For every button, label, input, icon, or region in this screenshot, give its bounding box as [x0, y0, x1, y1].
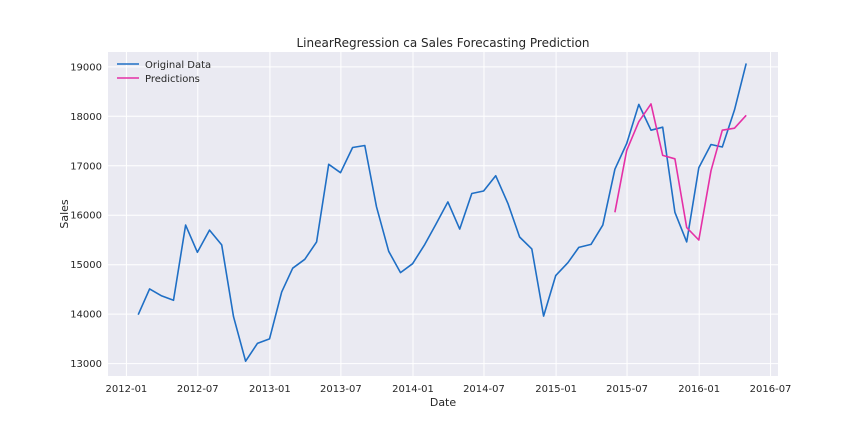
- x-tick-label: 2012-01: [106, 384, 148, 395]
- y-tick-label: 19000: [70, 62, 102, 73]
- x-tick-label: 2014-01: [392, 384, 434, 395]
- series-line-original-data: [137, 63, 747, 362]
- y-tick-label: 13000: [70, 359, 102, 370]
- x-tick-label: 2015-01: [535, 384, 577, 395]
- y-axis-label: Sales: [58, 199, 71, 229]
- y-tick-label: 18000: [70, 112, 102, 123]
- legend-label-original-data: Original Data: [145, 60, 211, 71]
- x-tick-label: 2014-07: [463, 384, 505, 395]
- y-tick-label: 16000: [70, 211, 102, 222]
- legend: Original Data Predictions: [117, 60, 211, 85]
- series-layer: [137, 63, 747, 362]
- x-tick-label: 2016-01: [678, 384, 720, 395]
- series-line-predictions: [614, 103, 747, 241]
- tick-labels: 13000 14000 15000 16000 17000 18000 19000 2012-…: [70, 62, 791, 395]
- x-axis-label: Date: [430, 396, 457, 409]
- x-tick-label: 2015-07: [606, 384, 648, 395]
- y-tick-label: 17000: [70, 161, 102, 172]
- x-tick-label: 2012-07: [177, 384, 219, 395]
- y-tick-label: 15000: [70, 260, 102, 271]
- chart-title: LinearRegression ca Sales Forecasting Pr…: [296, 36, 589, 50]
- legend-label-predictions: Predictions: [145, 74, 200, 85]
- y-tick-label: 14000: [70, 310, 102, 321]
- plot-background: [108, 52, 778, 376]
- x-tick-label: 2013-07: [320, 384, 362, 395]
- x-tick-label: 2016-07: [750, 384, 792, 395]
- grid-lines: [108, 52, 778, 376]
- x-tick-label: 2013-01: [249, 384, 291, 395]
